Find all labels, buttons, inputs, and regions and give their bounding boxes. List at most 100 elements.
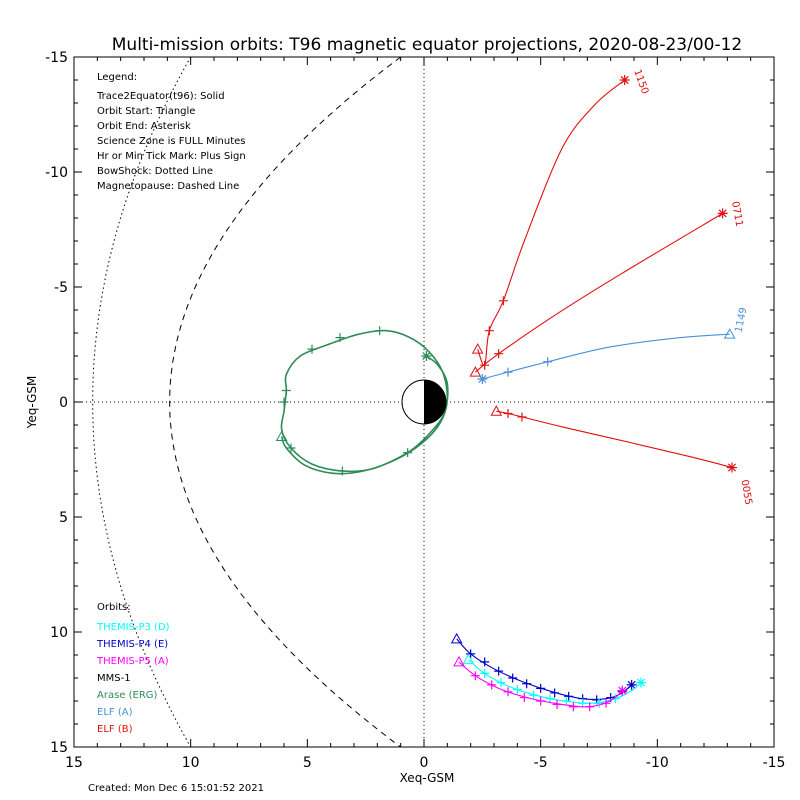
legend-line: Orbit End: Asterisk xyxy=(97,121,191,132)
tick-mark xyxy=(375,326,385,336)
x-tick-label: 5 xyxy=(303,755,312,771)
orbit-end-marker xyxy=(626,679,637,690)
series-7 xyxy=(453,655,628,712)
orbit-line xyxy=(280,329,449,475)
orbit-time-label: 0055 xyxy=(738,479,753,506)
x-tick-label: -15 xyxy=(763,755,786,771)
tick-mark xyxy=(503,687,513,697)
magnetopause-line xyxy=(169,56,402,748)
orbit-start-marker xyxy=(471,343,484,354)
legend-line: BowShock: Dotted Line xyxy=(97,166,213,177)
tick-mark xyxy=(480,668,490,678)
tick-mark xyxy=(522,679,532,689)
y-tick-label: -5 xyxy=(54,280,68,296)
y-tick-label: -10 xyxy=(45,165,68,181)
orbit-start-marker xyxy=(723,328,736,339)
tick-mark xyxy=(496,678,506,688)
tick-mark xyxy=(279,397,289,407)
tick-mark xyxy=(494,666,504,676)
orbits-legend-item: Arase (ERG) xyxy=(97,690,158,701)
orbits-legend-item: THEMIS-P5 (A) xyxy=(96,656,169,667)
tick-mark xyxy=(335,333,345,343)
orbit-line xyxy=(474,212,723,373)
tick-mark xyxy=(503,367,513,377)
legend: Legend: Trace2Equator(t96): Solid Orbit S… xyxy=(96,72,246,192)
x-tick-label: 0 xyxy=(420,755,429,771)
tick-mark xyxy=(484,326,494,336)
orbit-time-label: 0711 xyxy=(729,201,744,228)
orbit-time-label: 1150 xyxy=(631,68,650,96)
tick-mark xyxy=(610,694,620,704)
tick-mark xyxy=(512,685,522,694)
y-tick-label: 15 xyxy=(50,740,68,756)
tick-mark xyxy=(480,657,490,667)
x-tick-label: 10 xyxy=(182,755,200,771)
orbits-legend-item: THEMIS-P3 (D) xyxy=(96,622,170,633)
tick-mark xyxy=(494,349,504,359)
earth-icon xyxy=(401,379,447,425)
series-6 xyxy=(462,653,646,708)
orbits-legend: Orbits: THEMIS-P3 (D) THEMIS-P4 (E) THEMIS… xyxy=(96,602,170,735)
orbit-line xyxy=(458,661,623,708)
tick-mark xyxy=(529,690,539,700)
x-tick-label: -10 xyxy=(646,755,669,771)
tick-mark xyxy=(286,443,296,453)
orbit-start-marker xyxy=(469,366,482,377)
orbit-end-marker xyxy=(617,685,628,696)
y-tick-label: 0 xyxy=(59,395,68,411)
orbit-line xyxy=(482,333,730,380)
tick-mark xyxy=(466,649,476,659)
tick-mark xyxy=(561,696,571,706)
bowshock-line xyxy=(92,56,192,748)
orbit-start-marker xyxy=(453,655,465,667)
tick-mark xyxy=(498,296,508,306)
tick-mark xyxy=(552,699,562,709)
created-footer: Created: Mon Dec 6 15:01:52 2021 xyxy=(88,783,264,794)
orbit-start-marker xyxy=(275,430,288,441)
orbit-end-marker xyxy=(477,374,488,384)
orbit-end-marker xyxy=(619,75,630,85)
orbit-end-marker xyxy=(636,677,646,688)
orbits-legend-item: THEMIS-P4 (E) xyxy=(96,639,168,650)
boundaries-layer xyxy=(92,56,402,748)
tick-mark xyxy=(545,694,555,704)
chart-title: Multi-mission orbits: T96 magnetic equat… xyxy=(112,35,743,55)
earth-night-side xyxy=(424,380,446,424)
y-tick-label: -15 xyxy=(45,50,68,66)
orbit-start-marker xyxy=(450,632,463,644)
legend-line: Trace2Equator(t96): Solid xyxy=(96,91,225,102)
orbit-end-marker xyxy=(717,208,728,219)
tick-mark xyxy=(403,448,413,458)
orbits-legend-item: ELF (A) xyxy=(97,707,133,718)
tick-mark xyxy=(503,409,513,418)
legend-line: Science Zone is FULL Minutes xyxy=(97,136,246,147)
orbit-end-marker xyxy=(727,462,737,473)
tick-mark xyxy=(543,357,553,367)
tick-mark xyxy=(536,696,546,706)
series-1: 0711 xyxy=(469,201,744,377)
legend-heading: Legend: xyxy=(97,72,137,83)
y-tick-label: 10 xyxy=(50,625,68,641)
tick-mark xyxy=(307,344,317,354)
tick-mark xyxy=(519,693,529,703)
orbit-start-marker xyxy=(490,405,503,416)
x-axis-label: Xeq-GSM xyxy=(400,771,455,785)
y-tick-label: 5 xyxy=(59,510,68,526)
orbit-line xyxy=(456,638,633,700)
tick-mark xyxy=(585,702,595,712)
series-3: 0055 xyxy=(490,405,754,506)
tick-mark xyxy=(601,698,611,708)
legend-line: Orbit Start: Triangle xyxy=(97,106,195,117)
axis-ticks: 15 10 5 0 -5 -10 -15 -15 -10 -5 0 5 10 15 xyxy=(45,50,785,771)
tick-mark xyxy=(517,412,527,422)
tick-mark xyxy=(480,360,490,370)
tick-mark xyxy=(487,680,497,690)
series-2: 1149 xyxy=(477,306,750,384)
orbit-end-marker xyxy=(421,351,432,361)
y-axis-label: Yeq-GSM xyxy=(25,376,39,430)
orbits-legend-item: ELF (B) xyxy=(97,724,133,735)
tick-mark xyxy=(564,691,574,701)
series-4 xyxy=(275,326,449,476)
series-0: 1150 xyxy=(471,68,650,370)
